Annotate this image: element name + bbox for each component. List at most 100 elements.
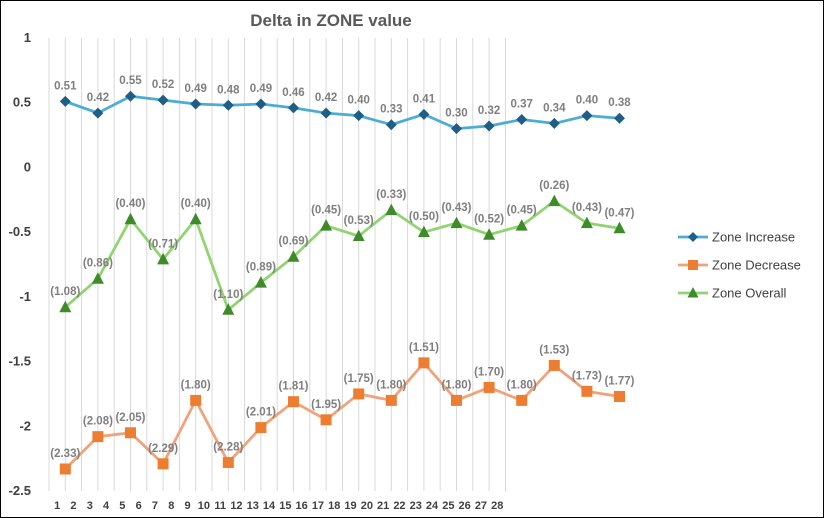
legend-zone-overall-label: Zone Overall bbox=[712, 286, 787, 301]
zone-overall-data-label: (0.47) bbox=[604, 207, 634, 219]
zone-overall-data-label: (0.50) bbox=[409, 211, 439, 223]
zone-overall-point bbox=[385, 203, 398, 216]
zone-decrease-point bbox=[614, 391, 625, 403]
zone-decrease-data-label: (1.51) bbox=[409, 342, 439, 354]
zone-increase-data-label: 0.49 bbox=[185, 83, 207, 95]
x-tick-label: 10 bbox=[198, 500, 210, 512]
zone-increase-point bbox=[451, 123, 462, 135]
x-tick-label: 21 bbox=[377, 500, 389, 512]
x-tick-label: 11 bbox=[214, 500, 226, 512]
zone-overall-data-label: (0.71) bbox=[148, 238, 178, 250]
zone-decrease-point bbox=[190, 394, 202, 406]
zone-overall-data-label: (0.86) bbox=[83, 258, 113, 270]
zone-overall-data-label: (0.69) bbox=[278, 236, 308, 248]
y-tick-label: 1 bbox=[24, 30, 31, 45]
zone-increase-data-label: 0.41 bbox=[413, 93, 436, 105]
zone-overall-point bbox=[222, 303, 235, 315]
x-tick-label: 7 bbox=[152, 500, 158, 512]
y-tick-label: -1 bbox=[19, 289, 31, 304]
zone-increase-line bbox=[64, 94, 620, 130]
zone-overall-line bbox=[64, 199, 620, 312]
zone-decrease-data-label: (1.75) bbox=[344, 373, 374, 385]
zone-decrease-point bbox=[320, 414, 332, 426]
zone-increase-point bbox=[548, 117, 560, 129]
zone-decrease-data-label: (2.05) bbox=[115, 412, 145, 424]
zone-increase-data-label: 0.42 bbox=[315, 92, 337, 104]
zone-decrease-point bbox=[125, 427, 136, 439]
zone-increase-data-label: 0.55 bbox=[119, 75, 142, 87]
y-tick-label: -0.5 bbox=[9, 224, 31, 239]
zone-decrease-data-label: (2.33) bbox=[50, 448, 80, 460]
zone-overall-point bbox=[613, 221, 626, 234]
x-tick-label: 4 bbox=[103, 500, 110, 512]
x-tick-label: 9 bbox=[184, 500, 190, 512]
zone-increase-point bbox=[516, 114, 528, 126]
zone-decrease-data-label: (2.28) bbox=[213, 442, 243, 454]
zone-overall-point bbox=[287, 250, 300, 262]
zone-increase-data-label: 0.33 bbox=[380, 104, 402, 116]
zone-decrease-point bbox=[418, 357, 430, 369]
zone-decrease-point bbox=[516, 394, 528, 406]
zone-increase-point bbox=[385, 119, 397, 131]
zone-overall-data-label: (0.26) bbox=[539, 180, 569, 192]
zone-increase-point bbox=[353, 110, 365, 122]
zone-decrease-data-label: (1.80) bbox=[181, 379, 211, 391]
legend-zone-decrease-label: Zone Decrease bbox=[712, 258, 801, 273]
data-labels: 0.51 0.42 0.55 0.52 0.49 0.48 0.49 0.46 0.42 0.40… bbox=[50, 75, 634, 460]
zone-overall-point bbox=[483, 228, 496, 240]
x-tick-label: 18 bbox=[328, 500, 340, 512]
x-tick-label: 2 bbox=[70, 500, 76, 512]
zone-increase-point bbox=[92, 107, 104, 119]
x-tick-label: 19 bbox=[344, 500, 356, 512]
zone-overall-data-label: (1.08) bbox=[50, 286, 80, 298]
zone-decrease-point bbox=[157, 458, 169, 470]
grid-lines bbox=[48, 38, 506, 491]
zone-increase-point bbox=[157, 94, 169, 106]
zone-decrease-data-label: (1.95) bbox=[311, 399, 341, 411]
x-tick-label: 3 bbox=[87, 500, 93, 512]
x-tick-label: 28 bbox=[491, 500, 503, 512]
zone-decrease-data-label: (2.08) bbox=[83, 416, 113, 428]
zone-decrease-point bbox=[451, 394, 462, 406]
zone-decrease-data-label: (2.29) bbox=[148, 443, 178, 455]
legend-zone-overall-marker bbox=[687, 287, 699, 298]
zone-increase-data-label: 0.32 bbox=[478, 105, 500, 117]
zone-overall-data-label: (1.10) bbox=[213, 289, 243, 301]
zone-overall-point bbox=[450, 216, 463, 229]
zone-overall-point bbox=[580, 216, 593, 229]
chart-title: Delta in ZONE value bbox=[250, 11, 412, 30]
zone-increase-point bbox=[418, 108, 430, 120]
zone-decrease-point bbox=[483, 381, 495, 393]
x-tick-label: 23 bbox=[410, 500, 422, 512]
x-tick-label: 12 bbox=[230, 500, 242, 512]
zone-decrease-point bbox=[92, 431, 104, 443]
y-tick-label: 0.5 bbox=[13, 95, 31, 110]
zone-overall-data-label: (0.45) bbox=[311, 205, 341, 217]
zone-increase-point bbox=[125, 90, 136, 102]
zone-decrease-point bbox=[59, 463, 71, 475]
x-tick-label: 17 bbox=[312, 500, 324, 512]
x-tick-label: 26 bbox=[459, 500, 471, 512]
x-tick-label: 14 bbox=[263, 500, 276, 512]
zone-overall-data-label: (0.43) bbox=[441, 202, 471, 214]
zone-overall-point bbox=[254, 276, 267, 288]
zone-decrease-point bbox=[385, 394, 397, 406]
zone-overall-point bbox=[189, 212, 202, 225]
zone-increase-data-label: 0.51 bbox=[54, 80, 77, 92]
zone-decrease-point bbox=[222, 457, 234, 469]
zone-overall-data-label: (0.40) bbox=[181, 198, 211, 210]
zone-overall-point bbox=[320, 219, 333, 231]
zone-overall-data-label: (0.45) bbox=[507, 205, 537, 217]
x-tick-label: 22 bbox=[393, 500, 405, 512]
zone-overall-data-label: (0.33) bbox=[376, 189, 406, 201]
zone-overall-point bbox=[59, 300, 72, 313]
zone-increase-data-label: 0.37 bbox=[511, 99, 533, 111]
x-tick-label: 24 bbox=[426, 500, 439, 512]
zone-decrease-data-label: (1.53) bbox=[539, 344, 569, 356]
series-lines bbox=[59, 90, 626, 475]
zone-increase-point bbox=[222, 99, 234, 111]
zone-increase-point bbox=[581, 110, 593, 122]
zone-increase-data-label: 0.38 bbox=[608, 97, 631, 109]
zone-decrease-data-label: (1.81) bbox=[278, 381, 308, 393]
